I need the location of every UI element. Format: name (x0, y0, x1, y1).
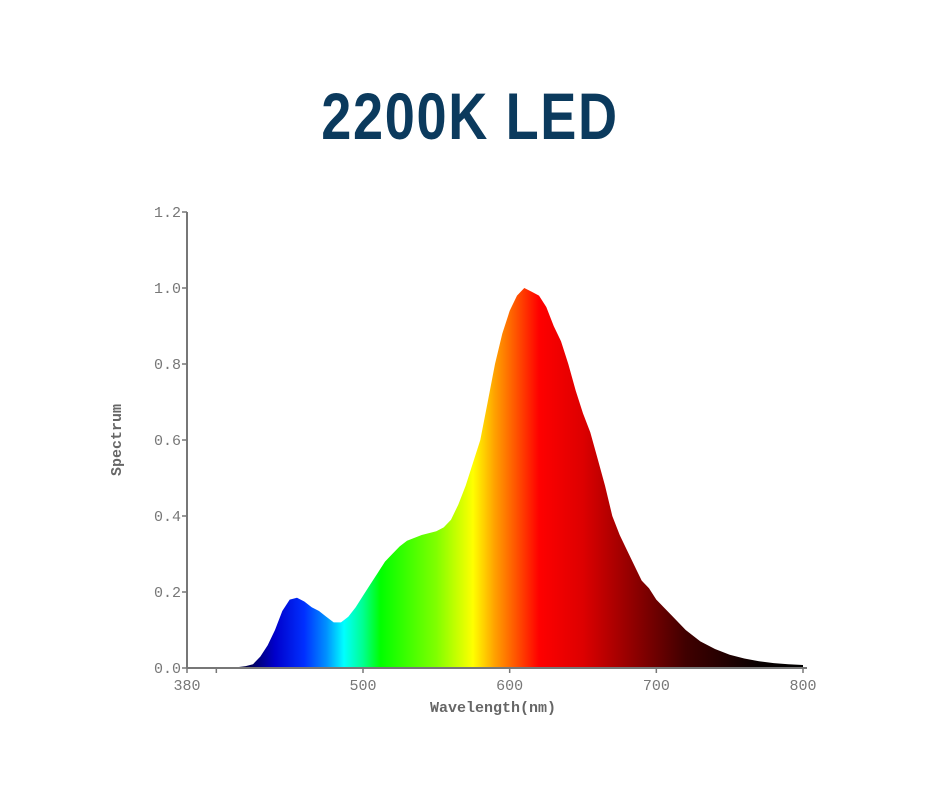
x-tick-label: 600 (496, 678, 523, 695)
x-axis-label: Wavelength(nm) (430, 700, 556, 717)
spectrum-area (187, 288, 803, 668)
x-tick-label: 700 (643, 678, 670, 695)
x-tick-label: 500 (349, 678, 376, 695)
axes: 0.0 0.2 0.4 0.6 0.8 1.0 1.2 380 500 600 700 800 (154, 205, 817, 695)
y-tick-label: 0.8 (154, 357, 181, 374)
y-tick-label: 0.2 (154, 585, 181, 602)
x-tick-label: 380 (173, 678, 200, 695)
y-tick-label: 0.0 (154, 661, 181, 678)
y-tick-label: 0.6 (154, 433, 181, 450)
y-tick-label: 1.2 (154, 205, 181, 222)
y-tick-label: 0.4 (154, 509, 181, 526)
y-axis-label: Spectrum (109, 404, 126, 476)
chart-title: 2200K LED (321, 79, 619, 153)
x-tick-label: 800 (789, 678, 816, 695)
y-tick-label: 1.0 (154, 281, 181, 298)
